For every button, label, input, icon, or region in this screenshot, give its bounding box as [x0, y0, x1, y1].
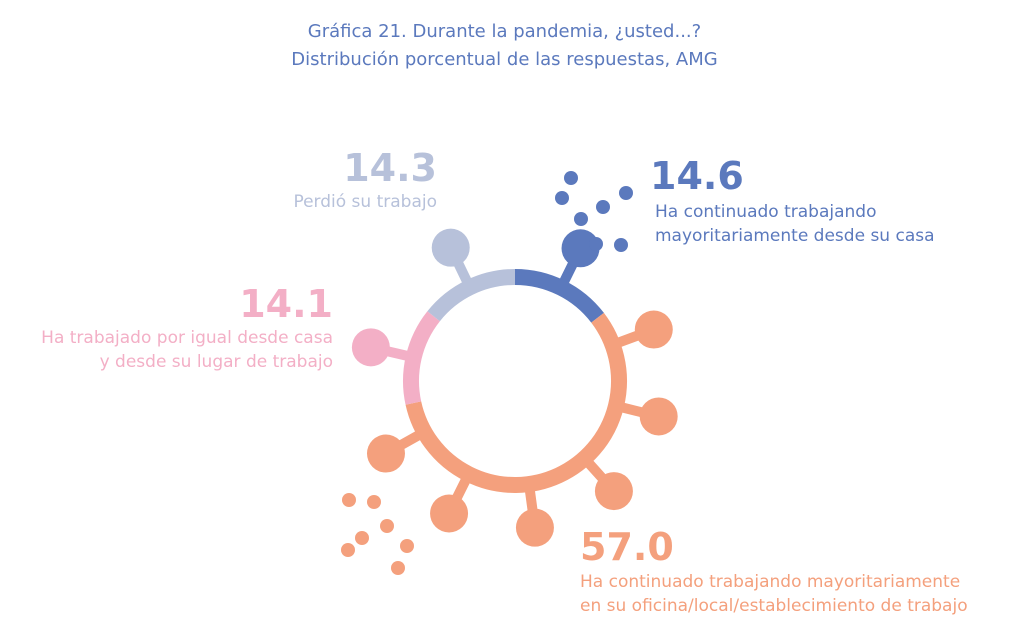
value-label-casa: 14.6 — [650, 154, 744, 198]
category-label-casa-line2: mayoritariamente desde su casa — [655, 226, 935, 246]
spike-head-oficina-5 — [366, 434, 405, 473]
spike-head-perdio-0 — [431, 228, 470, 267]
chart-title: Gráfica 21. Durante la pandemia, ¿usted.… — [307, 21, 702, 42]
category-label-oficina-line2: en su oficina/local/establecimiento de t… — [580, 596, 968, 616]
category-label-por-igual-line2: y desde su lugar de trabajo — [99, 352, 333, 372]
decor-dot-orange-6 — [391, 561, 405, 575]
decor-dot-orange-5 — [341, 543, 355, 557]
donut-slice-casa — [514, 269, 604, 323]
value-label-perdio: 14.3 — [343, 146, 437, 190]
donut-slice-oficina — [405, 312, 627, 493]
spike-head-oficina-4 — [430, 494, 469, 533]
decor-dot-blue-0 — [564, 171, 578, 185]
decor-dot-orange-2 — [380, 519, 394, 533]
spike-head-oficina-0 — [634, 310, 673, 349]
donut-slice-perdio — [427, 269, 516, 322]
decor-dot-blue-6 — [614, 238, 628, 252]
spike-head-oficina-2 — [594, 472, 633, 511]
decor-dot-orange-1 — [367, 495, 381, 509]
decor-dot-orange-4 — [400, 539, 414, 553]
decor-dot-blue-2 — [555, 191, 569, 205]
value-label-por-igual: 14.1 — [239, 282, 333, 326]
chart-subtitle: Distribución porcentual de las respuesta… — [291, 49, 718, 70]
category-label-perdio: Perdió su trabajo — [293, 192, 437, 212]
decor-dot-blue-3 — [596, 200, 610, 214]
spike-head-casa-0 — [561, 229, 600, 268]
value-label-oficina: 57.0 — [580, 525, 674, 569]
category-label-oficina-line1: Ha continuado trabajando mayoritariament… — [580, 572, 961, 592]
spike-head-oficina-1 — [639, 397, 678, 436]
spike-head-por-igual-0 — [351, 328, 390, 367]
category-label-casa-line1: Ha continuado trabajando — [655, 202, 877, 222]
decor-dot-orange-0 — [342, 493, 356, 507]
spike-head-oficina-3 — [515, 508, 554, 547]
decor-dot-blue-5 — [589, 237, 603, 251]
donut-slice-por-igual — [403, 311, 441, 405]
category-label-por-igual-line1: Ha trabajado por igual desde casa — [41, 328, 333, 348]
decor-dot-blue-4 — [574, 212, 588, 226]
decor-dot-blue-1 — [619, 186, 633, 200]
decor-dot-orange-3 — [355, 531, 369, 545]
